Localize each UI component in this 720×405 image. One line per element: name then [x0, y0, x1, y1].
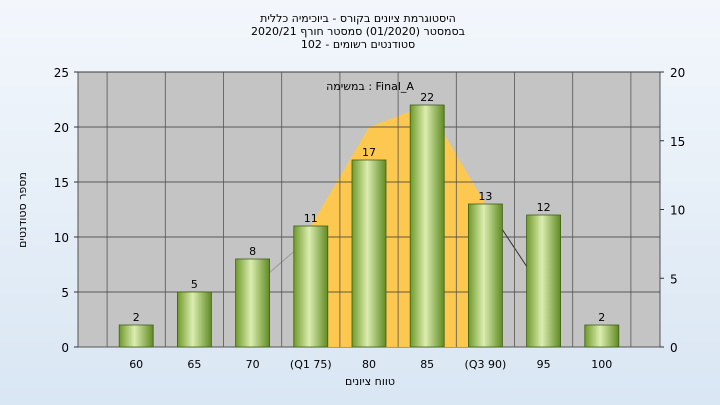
data-label: 13	[478, 190, 492, 203]
y2-tick-label: 10	[670, 204, 685, 218]
y2-tick-label: 0	[670, 341, 678, 355]
y-tick-label: 5	[61, 286, 69, 300]
bar	[293, 225, 329, 348]
y2-tick-label: 20	[670, 66, 685, 80]
data-label: 22	[420, 91, 434, 104]
x-tick-label: (Q1 75)	[290, 358, 332, 371]
y-tick-label: 25	[54, 66, 69, 80]
data-label: 8	[249, 245, 256, 258]
bar	[526, 214, 561, 348]
y-tick-label: 20	[54, 121, 69, 135]
x-tick-label: 80	[362, 358, 376, 371]
bar	[351, 159, 387, 348]
y-axis-label: מספר סטודנטים	[16, 172, 29, 248]
bar	[118, 324, 154, 348]
x-tick-label: 70	[246, 358, 260, 371]
y-tick-label: 0	[61, 341, 69, 355]
y-tick-label: 15	[54, 176, 69, 190]
y2-tick-label: 15	[670, 135, 685, 149]
data-label: 5	[191, 278, 198, 291]
y-tick-label: 10	[54, 231, 69, 245]
bar	[409, 104, 445, 348]
x-tick-label: (Q3 90)	[465, 358, 507, 371]
x-tick-label: 85	[420, 358, 434, 371]
bar	[584, 324, 620, 348]
data-label: 12	[537, 201, 551, 214]
x-tick-label: 60	[129, 358, 143, 371]
x-tick-label: 65	[187, 358, 201, 371]
x-tick-label: 95	[537, 358, 551, 371]
bar	[176, 291, 212, 348]
bar	[235, 258, 271, 348]
data-label: 2	[598, 311, 605, 324]
chart-title: היסטוגרמת ציונים בקורס - ביוכימיה כללית	[260, 12, 456, 25]
data-label: 2	[133, 311, 140, 324]
chart-subtitle: בסמסטר (01/2020) סמסטר חורף 2020/21	[251, 25, 465, 38]
x-tick-label: 100	[591, 358, 612, 371]
data-label: 17	[362, 146, 376, 159]
x-axis-label: טווח ציונים	[345, 375, 395, 388]
annotation-text: במשימה : Final_A	[326, 80, 414, 93]
y2-tick-label: 5	[670, 272, 678, 286]
bar	[467, 203, 503, 348]
chart-subtitle-students: סטודנטים רשומים - 102	[301, 38, 415, 51]
data-label: 11	[304, 212, 318, 225]
